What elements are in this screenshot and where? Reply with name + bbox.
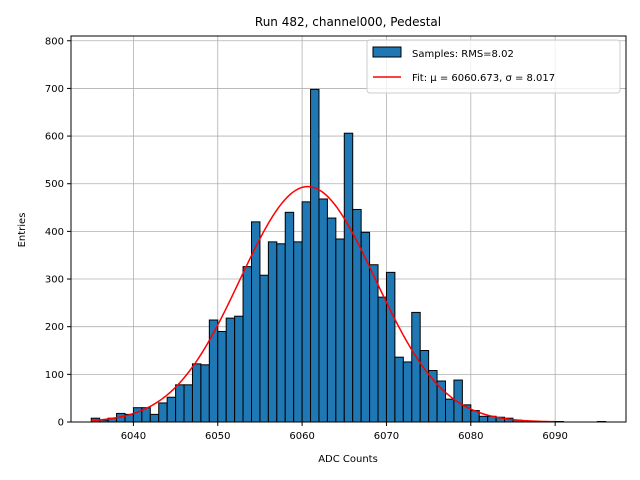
legend-label-samples: Samples: RMS=8.02 <box>412 49 514 60</box>
y-axis-label: Entries <box>17 213 28 248</box>
histogram-bar <box>343 132 354 423</box>
histogram-bar <box>267 241 278 423</box>
histogram-bar <box>242 266 253 423</box>
legend-box <box>366 39 621 94</box>
histogram-bar <box>259 274 269 423</box>
histogram-bar <box>402 361 413 423</box>
histogram-bar <box>478 415 489 423</box>
histogram-bar <box>217 330 227 423</box>
histogram-bar <box>225 317 236 423</box>
histogram-bar <box>166 396 177 423</box>
histogram-bar <box>276 243 286 423</box>
histogram-bar <box>191 363 202 423</box>
legend-label-fit: Fit: μ = 6060.673, σ = 8.017 <box>412 73 555 84</box>
histogram-bar <box>385 271 396 423</box>
histogram-bar <box>369 264 379 423</box>
histogram-bar <box>419 350 430 423</box>
histogram-bar <box>158 402 168 423</box>
x-tick-label: 6060 <box>289 431 314 442</box>
histogram-bar <box>301 201 312 423</box>
x-axis-label: ADC Counts <box>318 454 378 465</box>
histogram-bar <box>208 319 219 423</box>
legend: Samples: RMS=8.02 Fit: μ = 6060.673, σ =… <box>366 39 621 94</box>
histogram-bar <box>200 364 210 423</box>
histogram-bar <box>411 311 421 423</box>
x-tick-label: 6040 <box>121 431 146 442</box>
histogram-bar <box>175 384 185 423</box>
histogram-bar <box>444 398 455 423</box>
histogram-bar <box>132 407 143 423</box>
histogram-bar <box>284 211 295 423</box>
plot-frame <box>70 35 627 423</box>
histogram-bar <box>149 413 160 423</box>
histogram-bar <box>436 380 446 423</box>
histogram-bar <box>234 315 244 423</box>
axis-ticks: 6040 6050 6060 6070 6080 6090 0 100 200 300 400 500… <box>45 36 568 442</box>
y-tick-label: 700 <box>45 84 64 95</box>
gaussian-fit-line <box>91 185 556 423</box>
x-tick-label: 6070 <box>374 431 399 442</box>
x-tick-label: 6050 <box>205 431 230 442</box>
histogram-bar <box>310 88 320 423</box>
histogram-bar <box>293 241 303 423</box>
histogram-bars <box>90 88 607 423</box>
chart-title: Run 482, channel000, Pedestal <box>255 15 441 29</box>
histogram-bar <box>183 384 193 423</box>
x-tick-label: 6080 <box>458 431 483 442</box>
y-tick-label: 500 <box>45 179 64 190</box>
x-tick-label: 6090 <box>542 431 567 442</box>
y-tick-label: 400 <box>45 227 64 238</box>
histogram-bar <box>335 238 345 423</box>
histogram-bar <box>326 217 337 423</box>
histogram-bar <box>394 356 404 423</box>
legend-swatch-samples <box>372 46 402 58</box>
histogram-bar <box>428 370 438 423</box>
y-tick-label: 100 <box>45 370 64 381</box>
y-tick-label: 300 <box>45 275 64 286</box>
y-tick-label: 200 <box>45 322 64 333</box>
histogram-bar <box>360 231 371 423</box>
y-tick-label: 800 <box>45 36 64 47</box>
histogram-bar <box>377 296 387 423</box>
y-tick-label: 0 <box>58 418 64 429</box>
y-tick-label: 600 <box>45 132 64 143</box>
histogram-bar <box>318 198 328 423</box>
